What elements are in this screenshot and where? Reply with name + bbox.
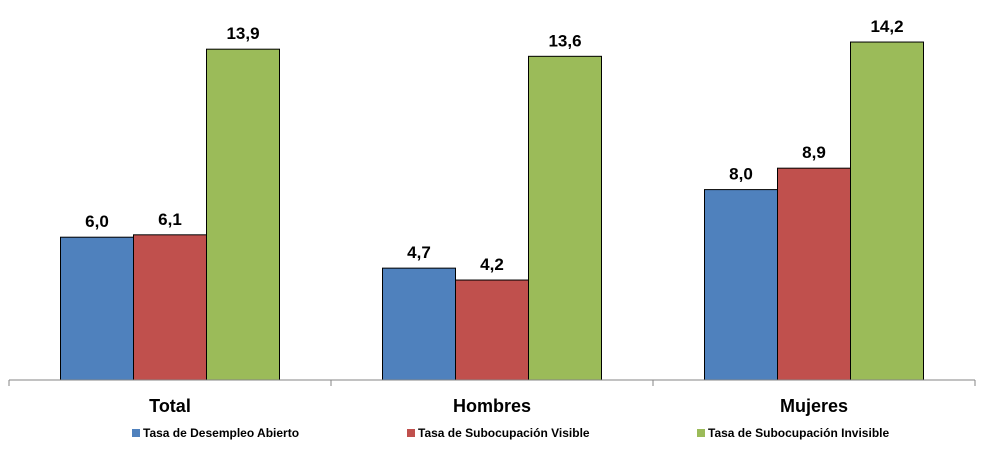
legend-item-subocupacion-invisible: Tasa de Subocupación Invisible [697, 426, 889, 440]
bar-hombres-series-2 [528, 55, 602, 381]
legend-label: Tasa de Subocupación Visible [418, 426, 590, 440]
data-label: 13,6 [548, 31, 581, 50]
chart-legend: Tasa de Desempleo Abierto Tasa de Subocu… [0, 426, 988, 446]
bar-hombres-series-1 [455, 279, 529, 381]
data-label: 8,0 [729, 165, 753, 184]
data-label: 6,1 [158, 210, 182, 229]
bar-total-series-2 [206, 48, 280, 381]
data-labels-layer: 6,0 6,1 13,9 Total 4,7 4,2 13,6 Hombres 8,0 8,9 14… [85, 17, 903, 416]
data-label: 6,0 [85, 212, 109, 231]
data-label: 4,2 [480, 255, 504, 274]
category-label-mujeres: Mujeres [780, 396, 848, 416]
data-label: 13,9 [226, 24, 259, 43]
bar-mujeres-series-0 [704, 189, 778, 381]
legend-swatch-desempleo-abierto [132, 429, 140, 437]
data-label: 4,7 [407, 243, 431, 262]
data-label: 8,9 [802, 143, 826, 162]
legend-swatch-subocupacion-visible [407, 429, 415, 437]
legend-swatch-subocupacion-invisible [697, 429, 705, 437]
category-label-total: Total [149, 396, 191, 416]
legend-item-subocupacion-visible: Tasa de Subocupación Visible [407, 426, 590, 440]
bar-mujeres-series-1 [777, 167, 851, 381]
x-axis [8, 379, 976, 386]
bars-layer [60, 41, 924, 381]
legend-item-desempleo-abierto: Tasa de Desempleo Abierto [132, 426, 299, 440]
category-label-hombres: Hombres [453, 396, 531, 416]
bar-total-series-0 [60, 236, 134, 381]
legend-label: Tasa de Subocupación Invisible [708, 426, 890, 440]
bar-hombres-series-0 [382, 267, 456, 381]
bar-total-series-1 [133, 234, 207, 381]
data-label: 14,2 [870, 17, 903, 36]
bar-mujeres-series-2 [850, 41, 924, 381]
legend-label: Tasa de Desempleo Abierto [143, 426, 300, 440]
